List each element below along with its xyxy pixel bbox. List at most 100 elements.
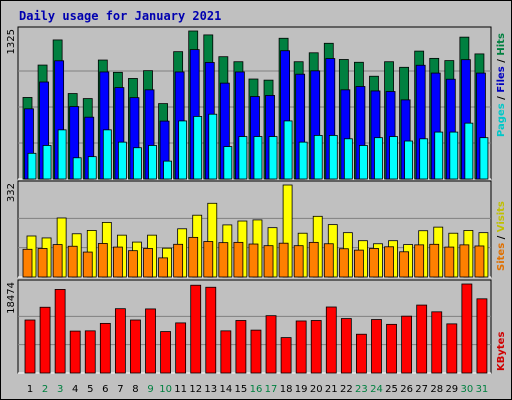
bar-kbytes-day-9 <box>145 308 156 374</box>
bar-pages-day-24-highlight <box>370 77 378 79</box>
bar-kbytes-day-31-highlight <box>477 299 486 302</box>
bar-kbytes-day-16 <box>250 329 262 374</box>
bar-pages-day-21-highlight <box>325 44 333 46</box>
x-tick-label-day-12: 12 <box>189 384 202 395</box>
bar-hits-day-17 <box>268 136 278 180</box>
panel-1-ymax-label: 1325 <box>6 29 17 54</box>
bar-kbytes-day-26 <box>401 315 413 374</box>
bar-pages-day-22-highlight <box>340 60 348 62</box>
bar-files-day-1-highlight <box>25 109 33 112</box>
x-tick-label-day-14: 14 <box>219 384 232 395</box>
bar-visits-day-10-highlight <box>163 249 171 251</box>
bar-visits-day-31-highlight <box>479 233 487 236</box>
bar-visits-day-7-highlight <box>118 236 126 238</box>
bar-kbytes-day-7 <box>114 308 126 374</box>
bar-hits-day-28-highlight <box>435 133 442 135</box>
bar-kbytes-day-16-highlight <box>251 331 260 333</box>
bar-kbytes-day-3 <box>54 289 66 374</box>
bar-kbytes-day-29 <box>446 323 458 374</box>
x-tick-label-day-9: 9 <box>147 384 153 395</box>
x-tick-label-day-20: 20 <box>310 384 323 395</box>
bar-sites-day-1 <box>22 248 33 278</box>
bar-sites-day-17 <box>263 245 274 278</box>
bar-sites-day-30 <box>459 244 470 278</box>
bar-hits-day-17-highlight <box>270 137 277 140</box>
bar-pages-day-16-highlight <box>249 80 257 82</box>
bar-sites-day-29 <box>444 246 455 278</box>
bar-kbytes-day-11-highlight <box>176 323 185 326</box>
bar-kbytes-day-2 <box>39 306 51 374</box>
bar-kbytes-day-31 <box>476 298 488 374</box>
bar-hits-day-29 <box>449 131 459 180</box>
x-tick-label-day-5: 5 <box>87 384 93 395</box>
bar-files-day-8-highlight <box>130 98 138 101</box>
bar-sites-day-2 <box>37 248 48 278</box>
bar-hits-day-30 <box>464 122 474 180</box>
bar-pages-day-2-highlight <box>39 66 47 68</box>
bar-visits-day-8-highlight <box>133 243 141 245</box>
bar-hits-day-24-highlight <box>375 138 382 141</box>
bar-kbytes-day-20-highlight <box>312 321 321 323</box>
bar-hits-day-13 <box>208 113 218 180</box>
bar-visits-day-22-highlight <box>344 233 352 236</box>
bar-visits-day-11-highlight <box>178 229 186 232</box>
bar-sites-day-15-highlight <box>234 243 242 245</box>
bar-kbytes-day-12 <box>190 284 202 374</box>
x-tick-label-day-30: 30 <box>461 384 474 395</box>
bar-kbytes-day-27 <box>416 304 428 374</box>
bar-hits-day-31 <box>479 137 489 180</box>
x-tick-label-day-25: 25 <box>385 384 398 395</box>
bar-pages-day-23-highlight <box>355 63 363 65</box>
bar-pages-day-13-highlight <box>204 35 212 38</box>
bar-sites-day-3-highlight <box>54 245 62 248</box>
bar-pages-day-28-highlight <box>430 59 438 61</box>
bar-visits-day-3-highlight <box>58 218 66 221</box>
bar-sites-day-23 <box>354 249 364 278</box>
bar-kbytes-day-19 <box>295 320 307 374</box>
bar-sites-day-18 <box>278 242 289 278</box>
panel-3-ymax-label: 18474 <box>6 282 17 314</box>
bar-hits-day-29-highlight <box>450 133 457 135</box>
bar-hits-day-5-highlight <box>89 157 96 160</box>
bar-kbytes-day-18 <box>280 337 292 374</box>
bar-kbytes-day-19-highlight <box>297 321 306 324</box>
legend-pages-files-hits-part: / <box>496 93 507 104</box>
bar-kbytes-day-2-highlight <box>41 308 50 310</box>
bar-hits-day-18-highlight <box>285 121 292 124</box>
bar-visits-day-14-highlight <box>223 225 231 228</box>
bar-pages-day-20-highlight <box>310 53 318 56</box>
bar-sites-day-3 <box>52 244 63 278</box>
bar-kbytes-day-23 <box>356 333 367 374</box>
legend-kbytes-part: KBytes <box>496 332 507 371</box>
bar-kbytes-day-9-highlight <box>146 309 155 312</box>
x-tick-label-day-15: 15 <box>235 384 248 395</box>
bar-pages-day-7-highlight <box>114 73 122 75</box>
bar-hits-day-10-highlight <box>164 162 171 164</box>
bar-hits-day-7-highlight <box>119 143 126 145</box>
bar-sites-day-30-highlight <box>460 245 468 248</box>
bar-files-day-30-highlight <box>462 60 470 63</box>
bar-kbytes-day-12-highlight <box>191 286 200 288</box>
x-tick-label-day-21: 21 <box>325 384 338 395</box>
bar-files-day-3-highlight <box>55 61 63 64</box>
bar-hits-day-22 <box>343 138 353 180</box>
bar-kbytes-day-15 <box>235 320 247 374</box>
bar-pages-day-15-highlight <box>234 62 242 65</box>
bar-hits-day-12-highlight <box>194 117 201 119</box>
legend-pages-files-hits-part: Hits <box>496 33 507 56</box>
bar-hits-day-11-highlight <box>179 121 186 124</box>
x-tick-label-day-8: 8 <box>132 384 138 395</box>
bar-files-day-9-highlight <box>146 90 154 93</box>
bar-visits-day-12-highlight <box>193 216 201 218</box>
bar-hits-day-25-highlight <box>390 137 397 140</box>
bar-sites-day-10 <box>158 257 168 278</box>
bar-hits-day-6-highlight <box>104 130 111 133</box>
legend-sites-visits: Sites / Visits <box>496 201 507 271</box>
bar-files-day-2-highlight <box>40 83 48 85</box>
bar-pages-day-11-highlight <box>174 52 182 55</box>
bar-kbytes-day-28 <box>431 311 443 374</box>
bar-hits-day-9-highlight <box>149 146 156 148</box>
legend-sites-visits-part: Visits <box>496 201 507 232</box>
bar-sites-day-22 <box>338 248 349 278</box>
bar-sites-day-19-highlight <box>295 246 303 249</box>
